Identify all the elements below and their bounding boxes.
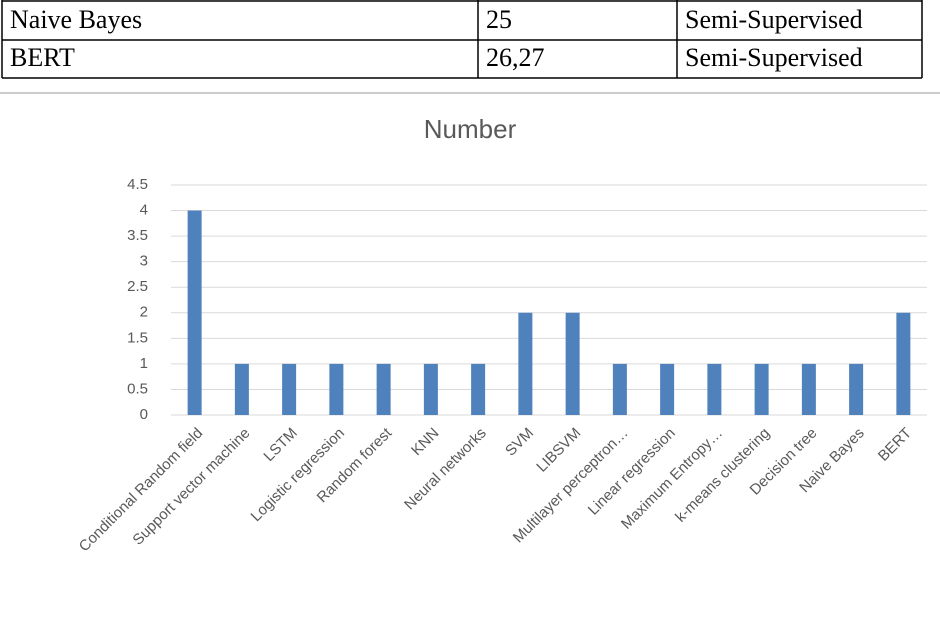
table-cell: BERT <box>10 43 75 72</box>
y-tick-label: 1.5 <box>127 329 148 346</box>
bar <box>801 363 816 415</box>
x-tick-label: BERT <box>875 425 915 465</box>
y-tick-label: 0 <box>140 406 148 423</box>
bar <box>471 363 486 415</box>
bar <box>282 363 297 415</box>
x-tick-label: KNN <box>408 425 442 459</box>
y-tick-label: 4 <box>140 202 148 219</box>
bar <box>896 312 911 415</box>
y-tick-label: 0.5 <box>127 380 148 397</box>
table-cell: Naive Bayes <box>10 5 142 34</box>
x-tick-label: Linear regression <box>585 425 679 519</box>
table-cell: 26,27 <box>486 43 545 72</box>
bar <box>423 363 438 415</box>
y-tick-label: 2 <box>140 304 148 321</box>
x-tick-label: SVM <box>502 425 537 460</box>
bar <box>518 312 533 415</box>
bar <box>187 210 202 415</box>
bar <box>234 363 249 415</box>
table <box>1 0 923 79</box>
y-tick-label: 2.5 <box>127 278 148 295</box>
table-cell: 25 <box>486 5 512 34</box>
y-tick-label: 4.5 <box>127 176 148 193</box>
bar <box>707 363 722 415</box>
bar <box>660 363 675 415</box>
y-tick-label: 1 <box>140 355 148 372</box>
x-tick-label: Neural networks <box>401 425 490 514</box>
bar <box>754 363 769 415</box>
bar <box>376 363 391 415</box>
y-tick-label: 3.5 <box>127 227 148 244</box>
bar <box>849 363 864 415</box>
y-tick-label: 3 <box>140 253 148 270</box>
bar <box>565 312 580 415</box>
x-tick-label: LSTM <box>260 425 300 465</box>
chart-title: Number <box>424 114 517 144</box>
bar <box>612 363 627 415</box>
bar <box>329 363 344 415</box>
table-cell: Semi-Supervised <box>685 5 863 34</box>
table-cell: Semi-Supervised <box>685 43 863 72</box>
